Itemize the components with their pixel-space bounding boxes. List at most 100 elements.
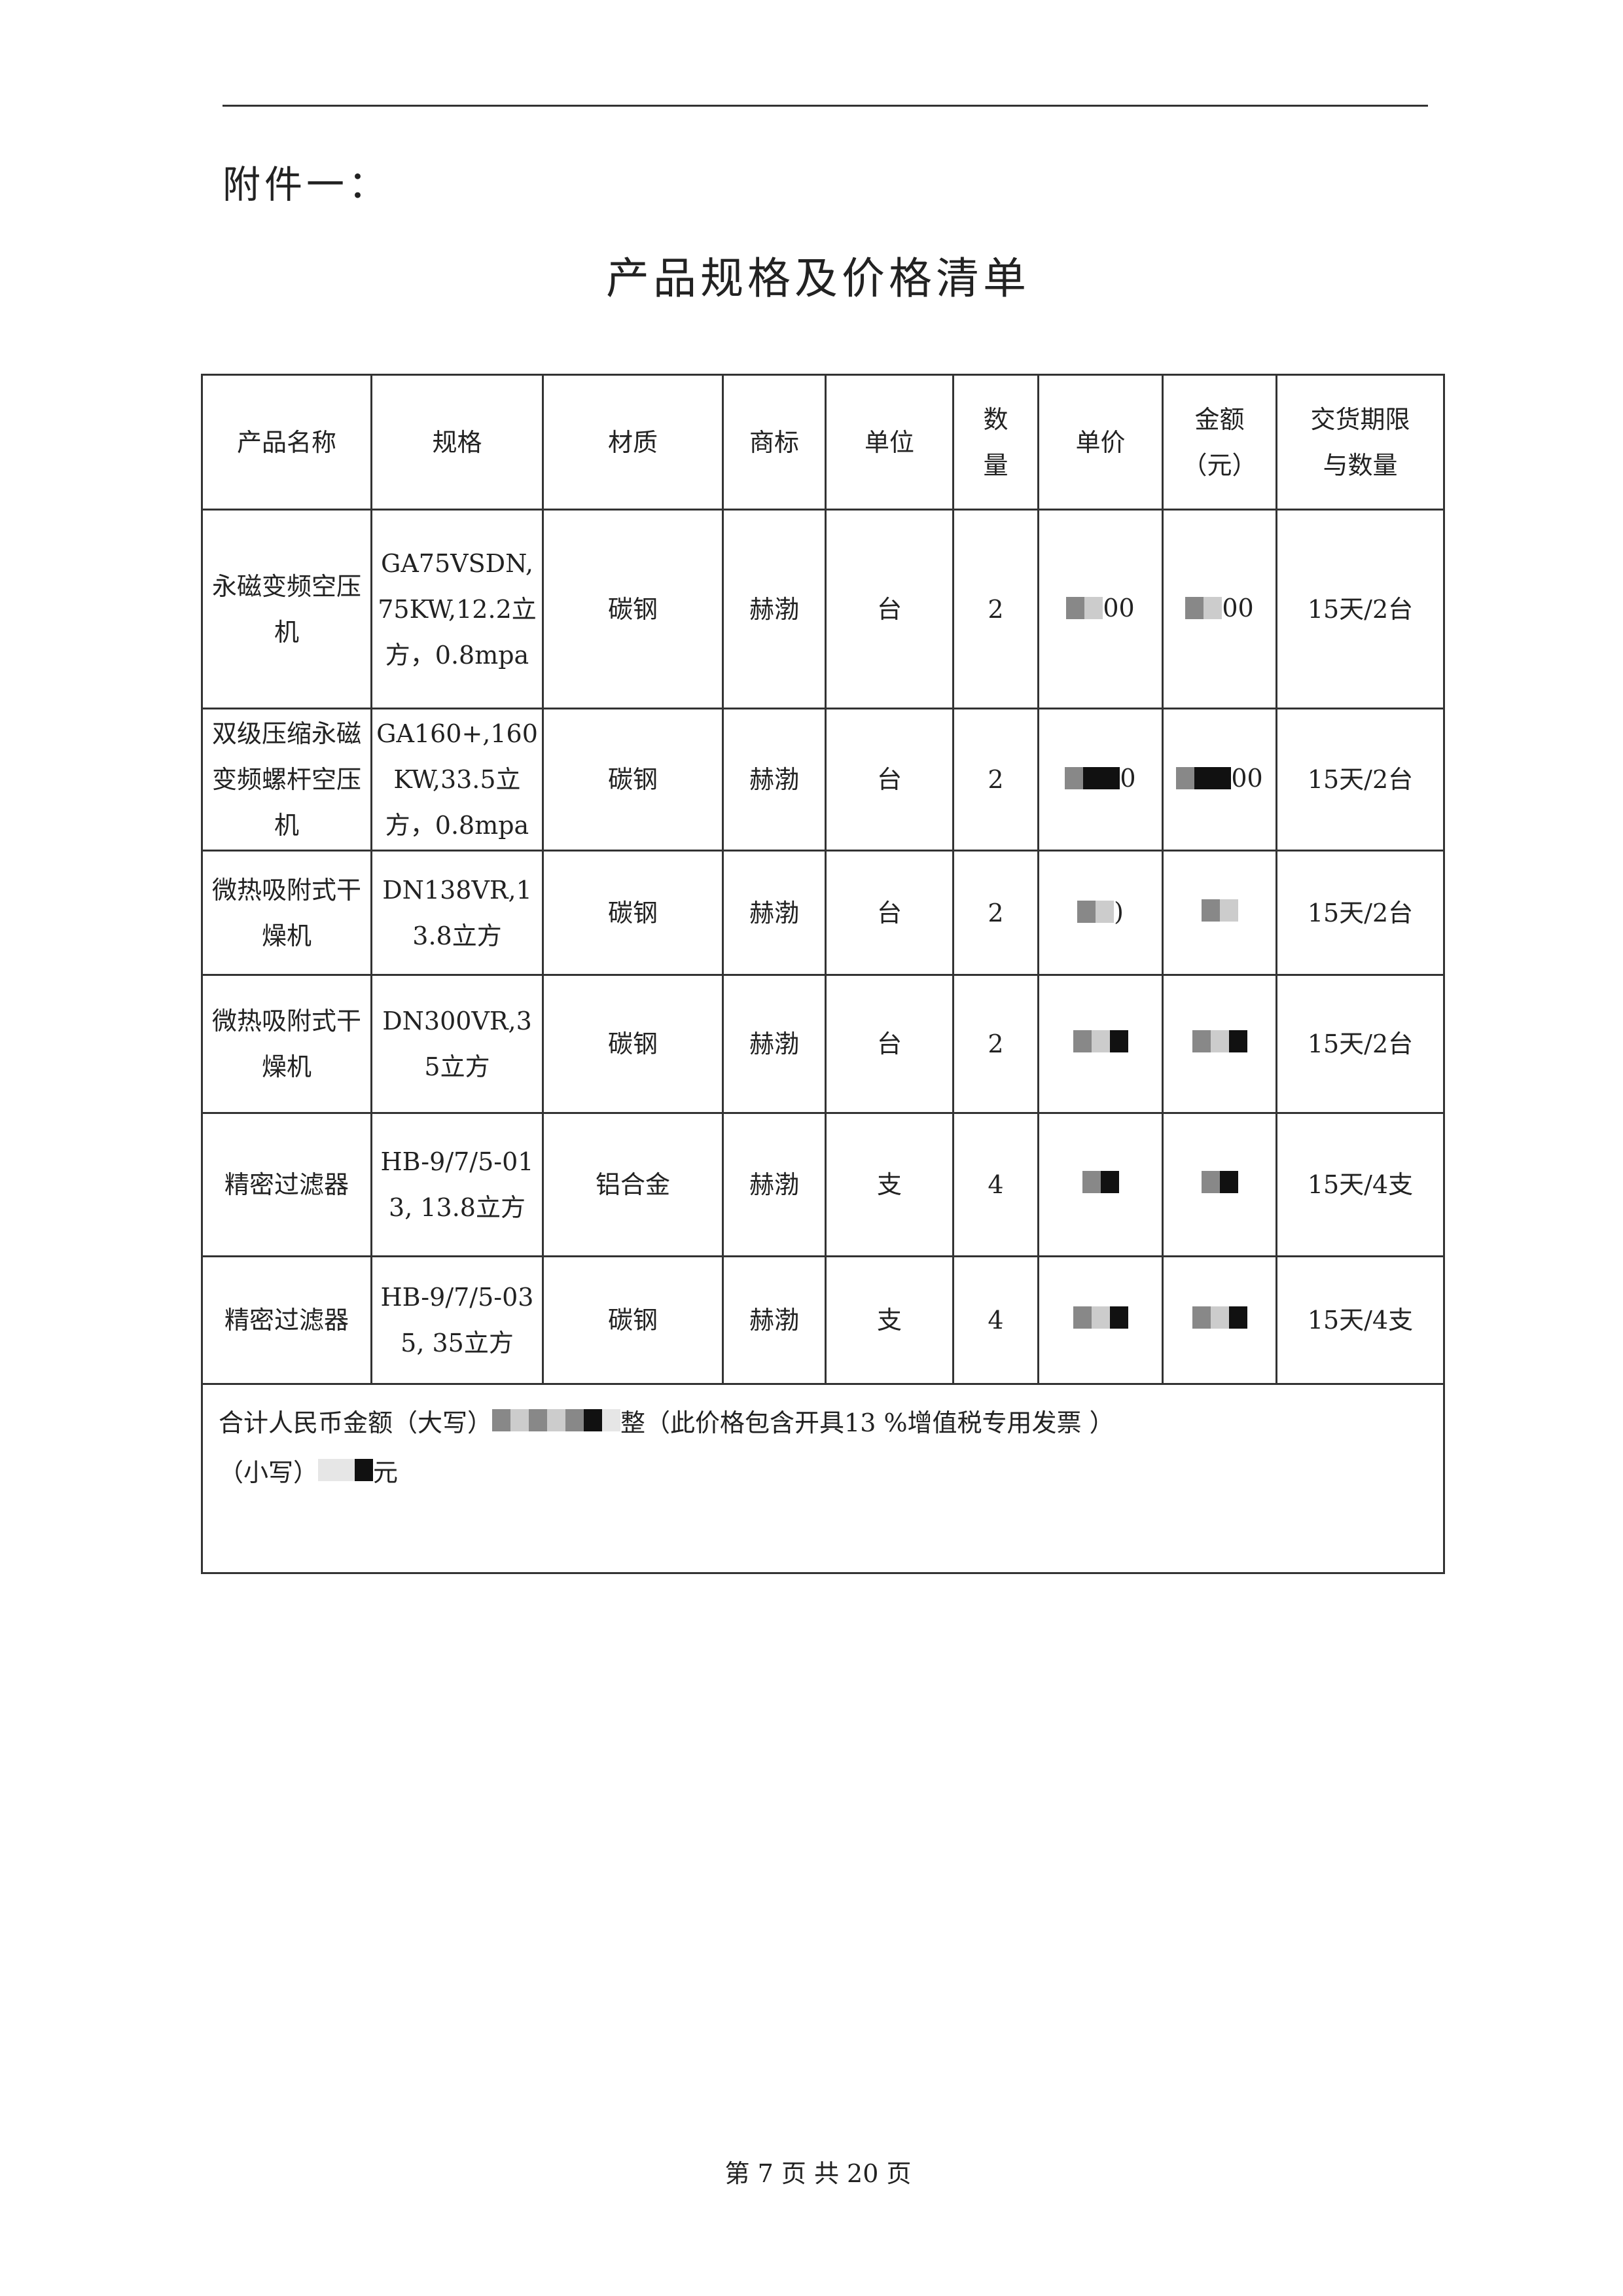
header-cell: 商标 [722,374,827,511]
cell-spec: HB-9/7/5-035, 35立方 [370,1255,544,1385]
visible-fragment: 00 [1222,593,1254,622]
cell-material: 碳钢 [542,1255,724,1385]
cell-amount: 00 [1162,708,1277,852]
redacted-value: 00 [1066,585,1135,631]
total-lower: （小写） 元 [219,1448,1427,1498]
cell-unit: 台 [825,850,954,976]
cell-unit: 台 [825,708,954,852]
header-cell: 金额（元） [1162,374,1277,511]
redacted-value: 0 [1065,755,1136,801]
cell-delivery: 15天/2台 [1275,850,1445,976]
cell-qty: 2 [952,708,1039,852]
redacted-value [1192,1030,1247,1052]
total-row: 合计人民币金额（大写） 整（此价格包含开具13 %增值税专用发票 ） （小写） 元 [201,1383,1445,1574]
cell-material: 碳钢 [542,974,724,1114]
table-row: 双级压缩永磁变频螺杆空压机 GA160+,160KW,33.5立方，0.8mpa 碳… [201,708,1445,852]
redacted-value [1073,1306,1128,1329]
redacted-value: 00 [1185,585,1254,631]
cell-qty: 2 [952,509,1039,709]
cell-material: 碳钢 [542,850,724,976]
header-cell: 数量 [952,374,1039,511]
table-header-row: 产品名称 规格 材质 商标 单位 数量 单价 金额（元） 交货期限与数量 [201,374,1445,511]
cell-spec: GA75VSDN,75KW,12.2立方，0.8mpa [370,509,544,709]
redacted-value [1082,1171,1119,1193]
cell-delivery: 15天/2台 [1275,708,1445,852]
cell-name: 永磁变频空压机 [201,509,372,709]
table-row: 微热吸附式干燥机 DN300VR,35立方 碳钢 赫渤台 2 15天/2台 [201,974,1445,1114]
visible-fragment: 00 [1103,593,1135,622]
cell-name: 微热吸附式干燥机 [201,850,372,976]
price-table: 产品名称 规格 材质 商标 单位 数量 单价 金额（元） 交货期限与数量 永磁变… [201,374,1445,1574]
cell-qty: 4 [952,1255,1039,1385]
cell-unit-price: 00 [1037,509,1164,709]
header-cell: 交货期限与数量 [1275,374,1445,511]
cell-spec: DN138VR,13.8立方 [370,850,544,976]
cell-amount [1162,1255,1277,1385]
cell-unit: 台 [825,974,954,1114]
visible-fragment: 00 [1231,764,1263,793]
header-cell: 规格 [370,374,544,511]
cell-qty: 4 [952,1112,1039,1257]
cell-delivery: 15天/4支 [1275,1255,1445,1385]
cell-brand: 赫渤 [722,974,827,1114]
header-cell: 单位 [825,374,954,511]
cell-name: 微热吸附式干燥机 [201,974,372,1114]
header-rule [223,105,1428,107]
redacted-amount [492,1409,621,1431]
cell-unit: 台 [825,509,954,709]
cell-name: 精密过滤器 [201,1255,372,1385]
redacted-value [1201,899,1238,922]
cell-brand: 赫渤 [722,850,827,976]
cell-unit-price [1037,1112,1164,1257]
cell-brand: 赫渤 [722,1112,827,1257]
total-upper: 合计人民币金额（大写） 整（此价格包含开具13 %增值税专用发票 ） [219,1398,1427,1448]
cell-spec: HB-9/7/5-013, 13.8立方 [370,1112,544,1257]
visible-fragment: 0 [1120,764,1136,793]
annex-label: 附件一： [223,162,391,207]
cell-amount [1162,1112,1277,1257]
total-upper-label: 合计人民币金额（大写） [219,1408,493,1437]
cell-amount [1162,850,1277,976]
cell-brand: 赫渤 [722,708,827,852]
cell-material: 碳钢 [542,708,724,852]
cell-spec: GA160+,160KW,33.5立方，0.8mpa [370,708,544,852]
header-cell: 产品名称 [201,374,372,511]
document-title: 产品规格及价格清单 [606,253,1030,304]
total-lower-label: （小写） [219,1458,319,1487]
table-row: 精密过滤器 HB-9/7/5-035, 35立方 碳钢 赫渤支 4 15天/4支 [201,1255,1445,1385]
table-row: 永磁变频空压机 GA75VSDN,75KW,12.2立方，0.8mpa 碳钢 赫渤台 2… [201,509,1445,709]
cell-unit-price [1037,974,1164,1114]
cell-qty: 2 [952,974,1039,1114]
redacted-value [1192,1306,1247,1329]
visible-fragment: ) [1114,897,1124,926]
redacted-value: ) [1077,889,1124,935]
redacted-value: 00 [1176,755,1263,801]
cell-delivery: 15天/4支 [1275,1112,1445,1257]
cell-qty: 2 [952,850,1039,976]
table-row: 微热吸附式干燥机 DN138VR,13.8立方 碳钢 赫渤台 2) 15天/2台 [201,850,1445,976]
cell-delivery: 15天/2台 [1275,974,1445,1114]
cell-name: 精密过滤器 [201,1112,372,1257]
cell-amount [1162,974,1277,1114]
cell-material: 碳钢 [542,509,724,709]
cell-delivery: 15天/2台 [1275,509,1445,709]
cell-brand: 赫渤 [722,1255,827,1385]
cell-unit: 支 [825,1255,954,1385]
cell-amount: 00 [1162,509,1277,709]
cell-material: 铝合金 [542,1112,724,1257]
cell-unit-price: ) [1037,850,1164,976]
header-cell: 材质 [542,374,724,511]
total-upper-note: 整（此价格包含开具13 %增值税专用发票 ） [620,1408,1115,1437]
redacted-value [1073,1030,1128,1052]
cell-brand: 赫渤 [722,509,827,709]
total-lower-unit: 元 [373,1458,399,1487]
redacted-value [1201,1171,1238,1193]
cell-unit: 支 [825,1112,954,1257]
redacted-amount [318,1459,374,1481]
cell-spec: DN300VR,35立方 [370,974,544,1114]
cell-name: 双级压缩永磁变频螺杆空压机 [201,708,372,852]
cell-unit-price [1037,1255,1164,1385]
cell-unit-price: 0 [1037,708,1164,852]
table-row: 精密过滤器 HB-9/7/5-013, 13.8立方 铝合金 赫渤支 4 15天/4支 [201,1112,1445,1257]
header-cell: 单价 [1037,374,1164,511]
